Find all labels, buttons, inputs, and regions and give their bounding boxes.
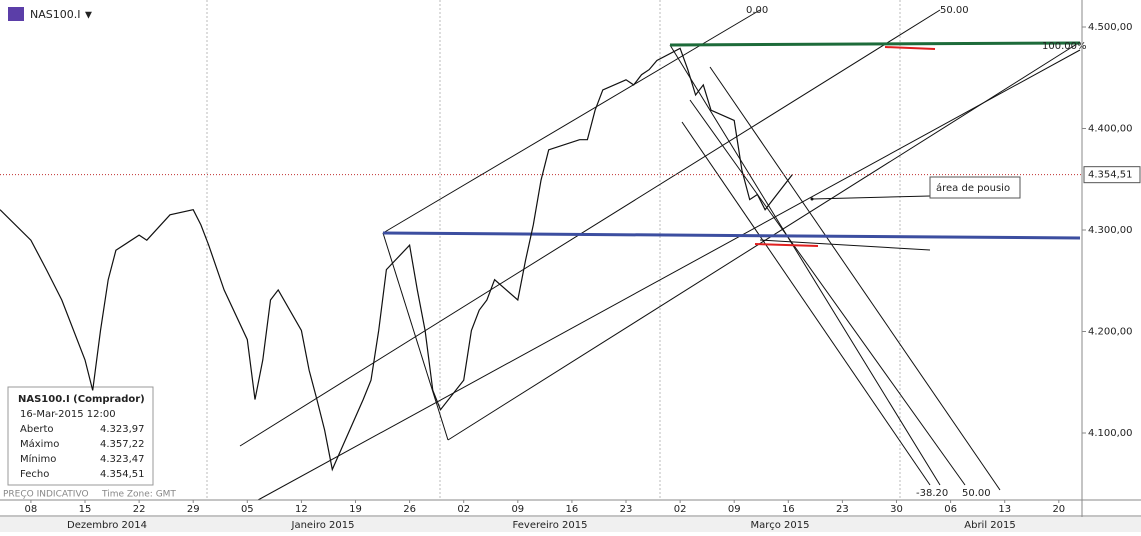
x-tick-label: 05 xyxy=(241,504,254,515)
last-price-box xyxy=(1083,166,1141,184)
fib-line xyxy=(669,44,941,486)
last-price-label: 4.354,51 xyxy=(1088,170,1133,181)
y-tick-label: 4.400,00 xyxy=(1088,124,1133,135)
pitchfork-line xyxy=(382,232,449,441)
fan-label: 100.00% xyxy=(1042,41,1087,52)
month-label: Abril 2015 xyxy=(964,520,1015,531)
x-tick-label: 23 xyxy=(836,504,849,515)
note-dot xyxy=(810,197,814,201)
note-pointer xyxy=(811,195,931,200)
note-box xyxy=(929,176,1021,199)
x-tick-label: 19 xyxy=(349,504,362,515)
symbol[interactable]: NAS100.I xyxy=(30,8,80,21)
x-tick-label: 02 xyxy=(457,504,470,515)
info-title: NAS100.I (Comprador) xyxy=(18,394,145,405)
marker-line xyxy=(884,46,936,50)
month-separators xyxy=(206,0,901,500)
info-value: 4.323,97 xyxy=(100,424,145,435)
fan-label: -38.20 xyxy=(916,488,948,499)
month-band xyxy=(0,517,1141,532)
x-tick-label: 30 xyxy=(890,504,903,515)
y-tick-label: 4.200,00 xyxy=(1088,327,1133,338)
resistance-line xyxy=(669,41,1081,47)
fan-label: 50.00 xyxy=(940,5,969,16)
fib-line xyxy=(681,121,931,486)
info-value: 4.357,22 xyxy=(100,439,145,450)
y-tick-label: 4.300,00 xyxy=(1088,225,1133,236)
x-tick-label: 09 xyxy=(728,504,741,515)
info-label: Fecho xyxy=(20,469,49,480)
fib-line xyxy=(709,66,1001,491)
x-tick-label: 12 xyxy=(295,504,308,515)
price-note: PREÇO INDICATIVO xyxy=(3,490,89,500)
x-tick-label: 16 xyxy=(566,504,579,515)
support-line xyxy=(382,231,1081,240)
x-tick-label: 09 xyxy=(511,504,524,515)
dropdown-arrow[interactable]: ▼ xyxy=(85,11,92,21)
info-label: Máximo xyxy=(20,438,59,450)
info-rows: Aberto 4.323,97 Máximo 4.357,22 Mínimo 4.323,… xyxy=(20,424,145,480)
x-tick-label: 06 xyxy=(944,504,957,515)
info-box xyxy=(7,386,154,486)
x-tick-label: 15 xyxy=(79,504,92,515)
price-line xyxy=(0,47,793,472)
x-tick-label: 23 xyxy=(620,504,633,515)
channel-line xyxy=(447,41,1081,441)
x-tick-label: 13 xyxy=(998,504,1011,515)
marker-line xyxy=(754,243,819,247)
info-label: Aberto xyxy=(20,424,54,435)
y-tick-label: 4.500,00 xyxy=(1088,22,1133,33)
y-tick-label: 4.100,00 xyxy=(1088,428,1133,439)
fan-label: 50.00 xyxy=(962,488,991,499)
month-label: Janeiro 2015 xyxy=(291,520,355,531)
trend-tools xyxy=(239,9,1081,501)
fib-line xyxy=(759,239,931,251)
fan-label: 0.00 xyxy=(746,5,768,16)
x-tick-label: 20 xyxy=(1052,504,1065,515)
symbol-icon xyxy=(8,7,24,21)
channel-line xyxy=(257,49,1081,501)
x-tick-label: 26 xyxy=(403,504,416,515)
info-label: Mínimo xyxy=(20,453,56,465)
month-label: Fevereiro 2015 xyxy=(513,520,588,531)
x-tick-label: 08 xyxy=(25,504,38,515)
info-value: 4.323,47 xyxy=(100,454,145,465)
timezone: Time Zone: GMT xyxy=(101,490,176,500)
x-tick-label: 16 xyxy=(782,504,795,515)
fib-line xyxy=(689,99,966,486)
note-text: área de pousio xyxy=(936,182,1010,194)
month-label: Dezembro 2014 xyxy=(67,520,147,531)
info-value: 4.354,51 xyxy=(100,469,145,480)
month-label: Março 2015 xyxy=(751,520,810,531)
x-tick-label: 02 xyxy=(674,504,687,515)
x-tick-label: 29 xyxy=(187,504,200,515)
x-tick-label: 22 xyxy=(133,504,146,515)
channel-line xyxy=(239,9,941,447)
channel-line xyxy=(382,9,761,234)
info-datetime: 16-Mar-2015 12:00 xyxy=(20,409,116,420)
